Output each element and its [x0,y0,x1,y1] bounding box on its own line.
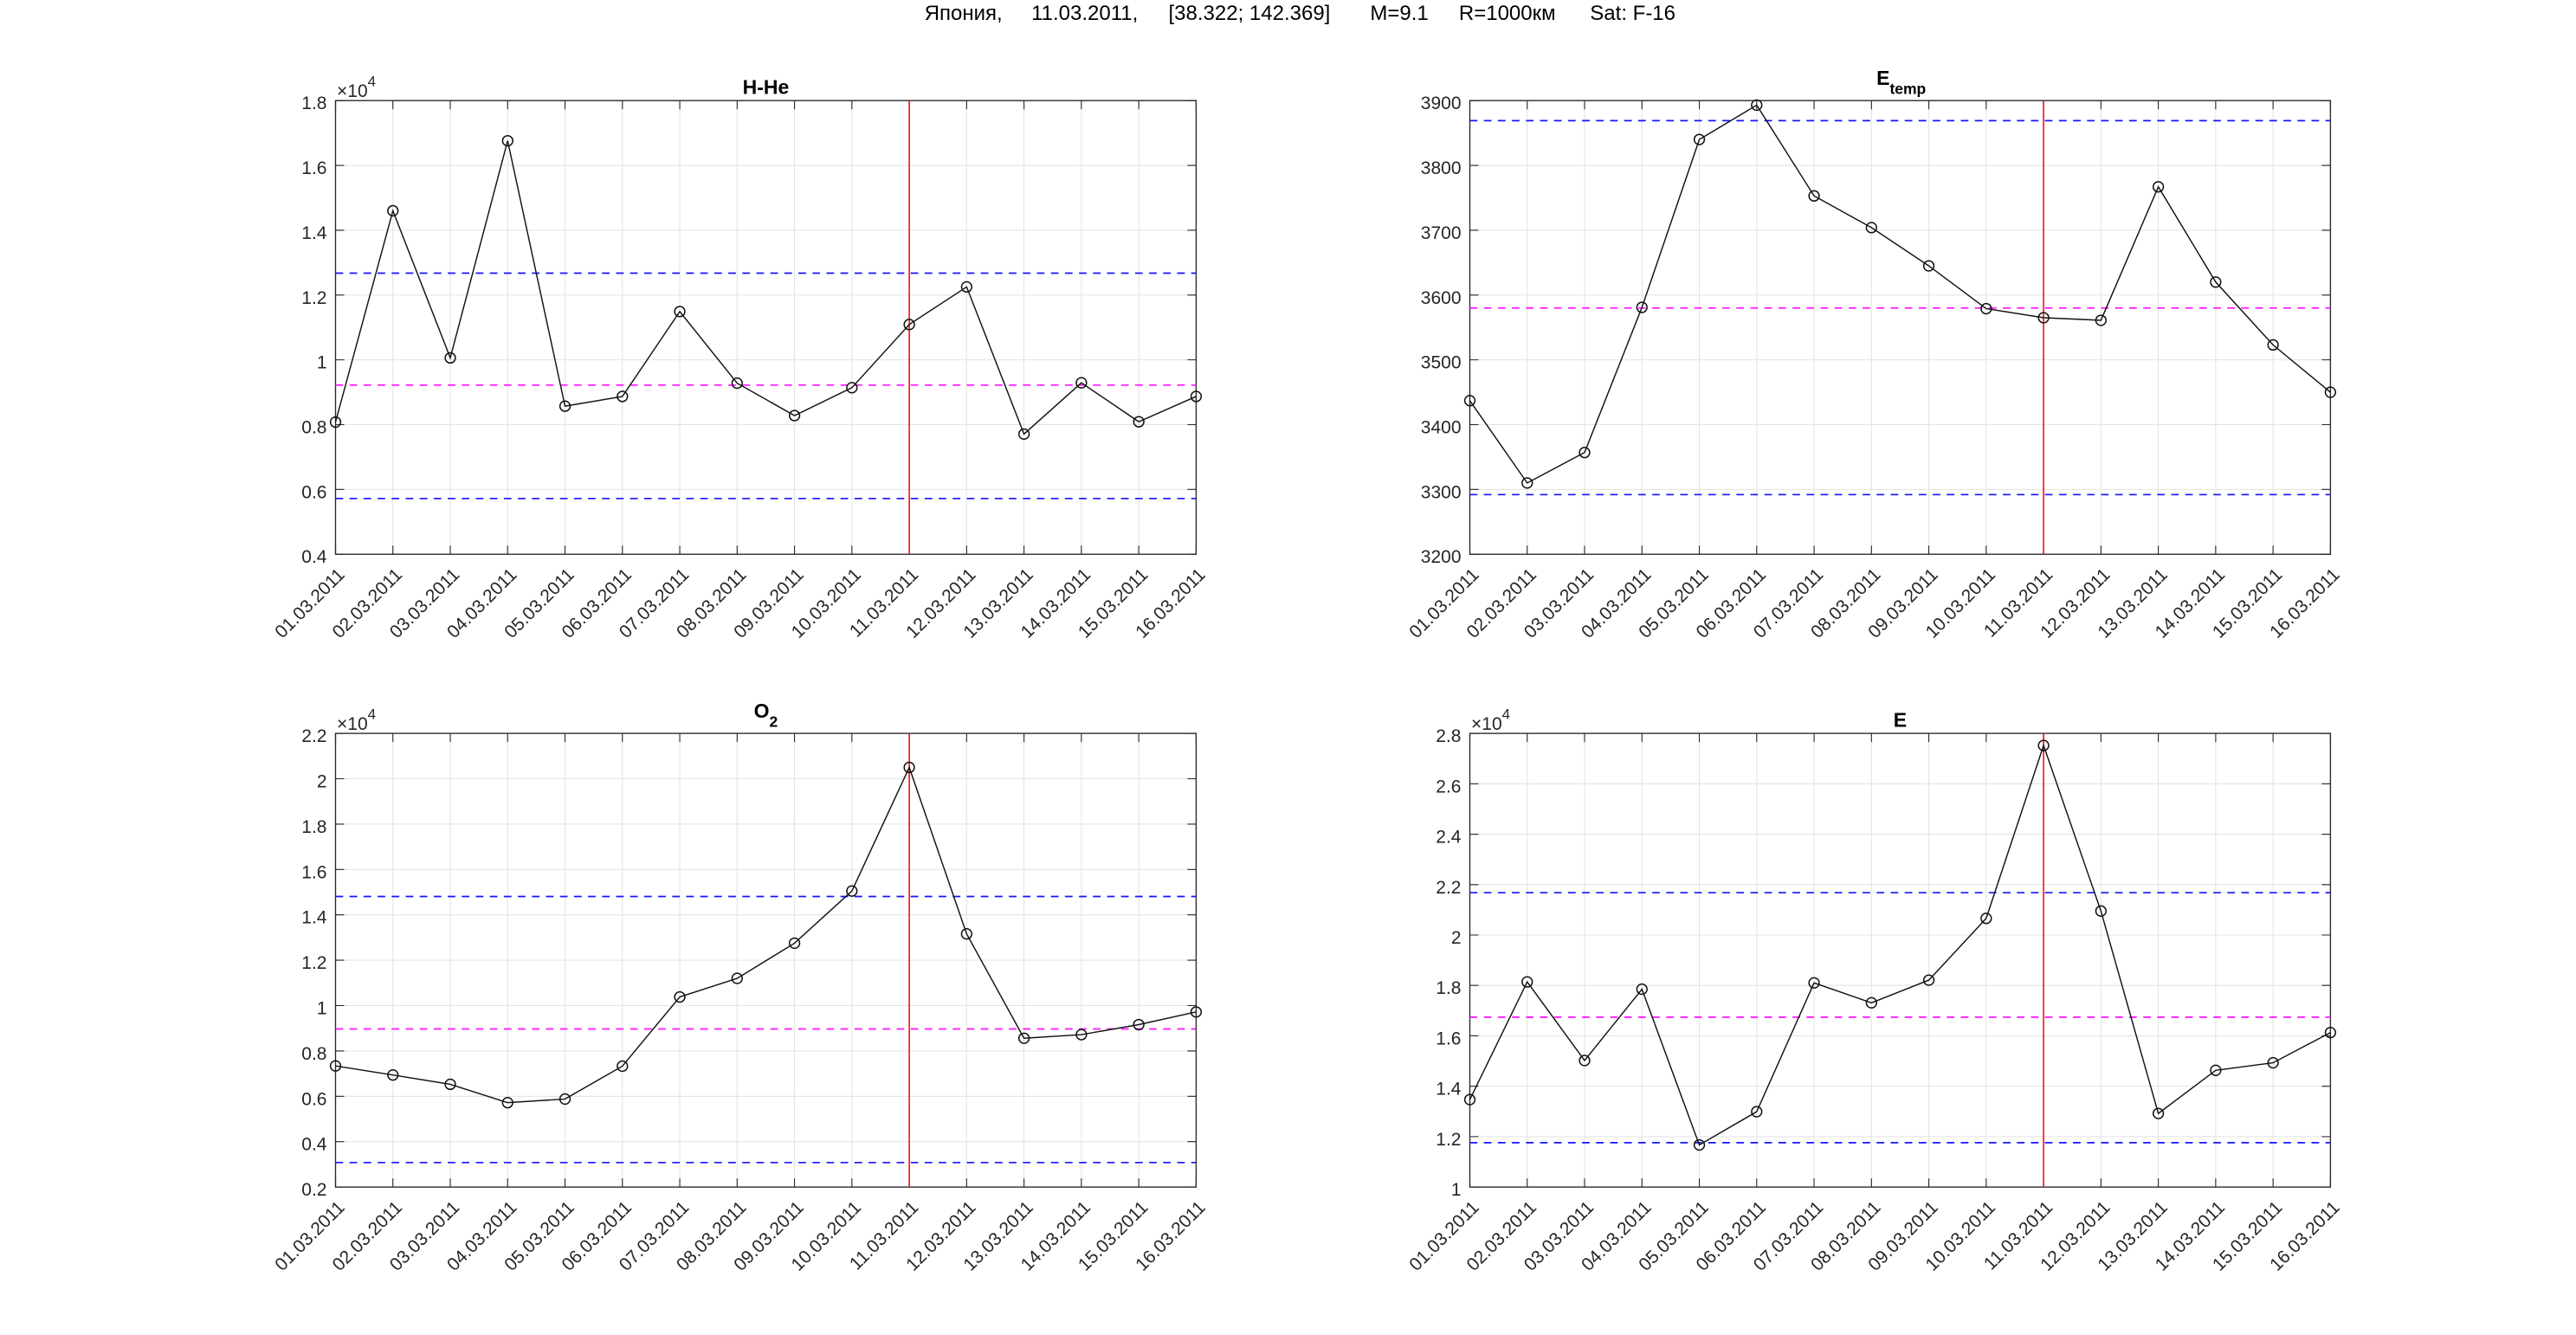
svg-text:1.6: 1.6 [301,862,326,882]
svg-text:2.2: 2.2 [1436,878,1461,898]
svg-text:0.2: 0.2 [301,1180,326,1200]
svg-text:1.4: 1.4 [301,908,327,928]
svg-text:1.8: 1.8 [301,817,326,837]
svg-text:2.4: 2.4 [1436,828,1462,848]
svg-text:11.03.2011,: 11.03.2011, [1031,2,1138,25]
svg-text:3200: 3200 [1421,547,1462,567]
svg-text:1.4: 1.4 [301,223,327,243]
svg-text:2: 2 [317,772,327,792]
svg-text:0.6: 0.6 [301,482,326,502]
svg-text:H-He: H-He [743,76,790,99]
svg-text:1: 1 [317,353,327,373]
svg-text:1.4: 1.4 [1436,1080,1462,1100]
svg-text:3300: 3300 [1421,482,1462,502]
svg-text:1.8: 1.8 [1436,978,1461,998]
svg-text:2.8: 2.8 [1436,726,1461,746]
svg-text:3500: 3500 [1421,353,1462,373]
svg-text:1.2: 1.2 [301,953,326,973]
svg-text:3600: 3600 [1421,288,1462,308]
svg-text:0.4: 0.4 [301,547,327,567]
svg-text:0.4: 0.4 [301,1135,327,1155]
svg-text:1.8: 1.8 [301,94,326,113]
svg-text:M=9.1: M=9.1 [1370,2,1428,25]
svg-text:[38.322; 142.369]: [38.322; 142.369] [1169,2,1331,25]
svg-text:0.8: 0.8 [301,417,326,437]
svg-text:1.2: 1.2 [301,288,326,308]
svg-text:E: E [1894,708,1907,731]
svg-text:R=1000км: R=1000км [1459,2,1556,25]
svg-text:1: 1 [317,999,327,1019]
svg-text:1.6: 1.6 [1436,1029,1461,1048]
svg-text:2.2: 2.2 [301,726,326,746]
svg-text:1.2: 1.2 [1436,1130,1461,1150]
svg-text:0.6: 0.6 [301,1089,326,1109]
svg-text:3800: 3800 [1421,158,1462,178]
svg-text:2.6: 2.6 [1436,777,1461,796]
svg-text:Sat: F-16: Sat: F-16 [1590,2,1675,25]
svg-text:0.8: 0.8 [301,1044,326,1064]
svg-text:3900: 3900 [1421,94,1462,113]
svg-text:2: 2 [1451,928,1462,948]
svg-text:1.6: 1.6 [301,158,326,178]
svg-text:1: 1 [1451,1180,1462,1200]
svg-text:3400: 3400 [1421,417,1462,437]
svg-text:3700: 3700 [1421,223,1462,243]
svg-text:Япония,: Япония, [925,2,1003,25]
